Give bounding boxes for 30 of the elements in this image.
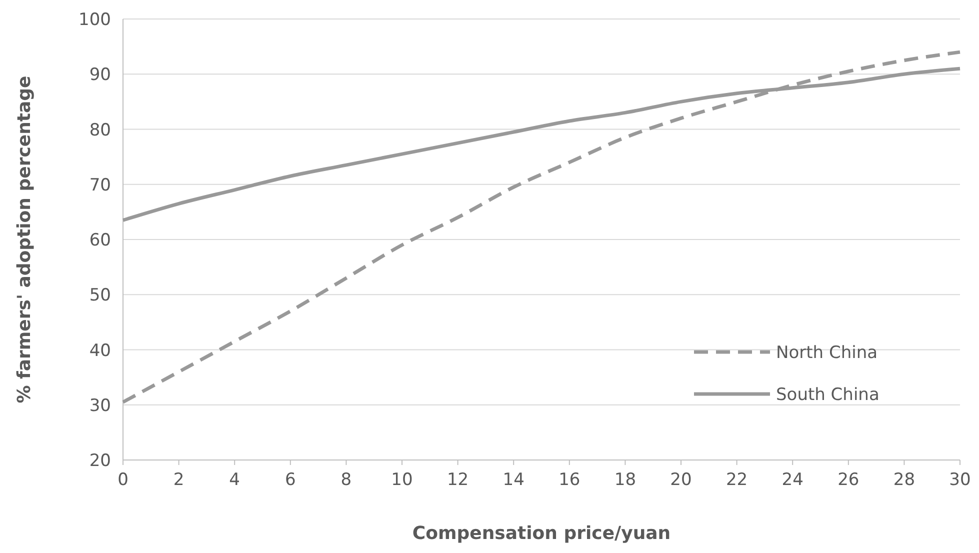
x-tick-label: 22	[726, 470, 748, 490]
x-axis-title: Compensation price/yuan	[412, 523, 671, 544]
y-tick-label: 80	[89, 120, 111, 140]
x-tick-label: 14	[502, 470, 524, 490]
y-axis-title: % farmers' adoption percentage	[14, 76, 35, 404]
x-tick-label: 18	[614, 470, 636, 490]
x-tick-label: 8	[340, 470, 352, 490]
x-tick-label: 10	[391, 470, 413, 490]
x-tick-label: 6	[284, 470, 296, 490]
legend-label: South China	[776, 385, 880, 405]
x-tick-label: 26	[838, 470, 860, 490]
y-tick-label: 70	[89, 175, 111, 196]
x-tick-label: 4	[229, 470, 240, 490]
y-tick-label: 40	[89, 340, 111, 361]
y-tick-label: 100	[78, 10, 111, 30]
y-tick-label: 50	[89, 286, 111, 306]
x-tick-label: 0	[118, 470, 128, 490]
x-tick-label: 28	[893, 470, 916, 490]
x-tick-label: 2	[173, 470, 184, 490]
x-tick-label: 24	[782, 470, 804, 490]
line-series	[121, 50, 962, 404]
y-tick-label: 30	[89, 396, 111, 416]
x-tick-label: 12	[446, 470, 469, 490]
y-tick-label: 60	[89, 230, 111, 250]
x-tick-label: 16	[558, 470, 580, 490]
legend-label: North China	[776, 343, 878, 363]
x-tick-label: 30	[949, 470, 971, 490]
y-tick-label: 20	[89, 451, 111, 471]
x-tick-label: 20	[670, 470, 692, 490]
y-tick-label: 90	[89, 65, 111, 86]
